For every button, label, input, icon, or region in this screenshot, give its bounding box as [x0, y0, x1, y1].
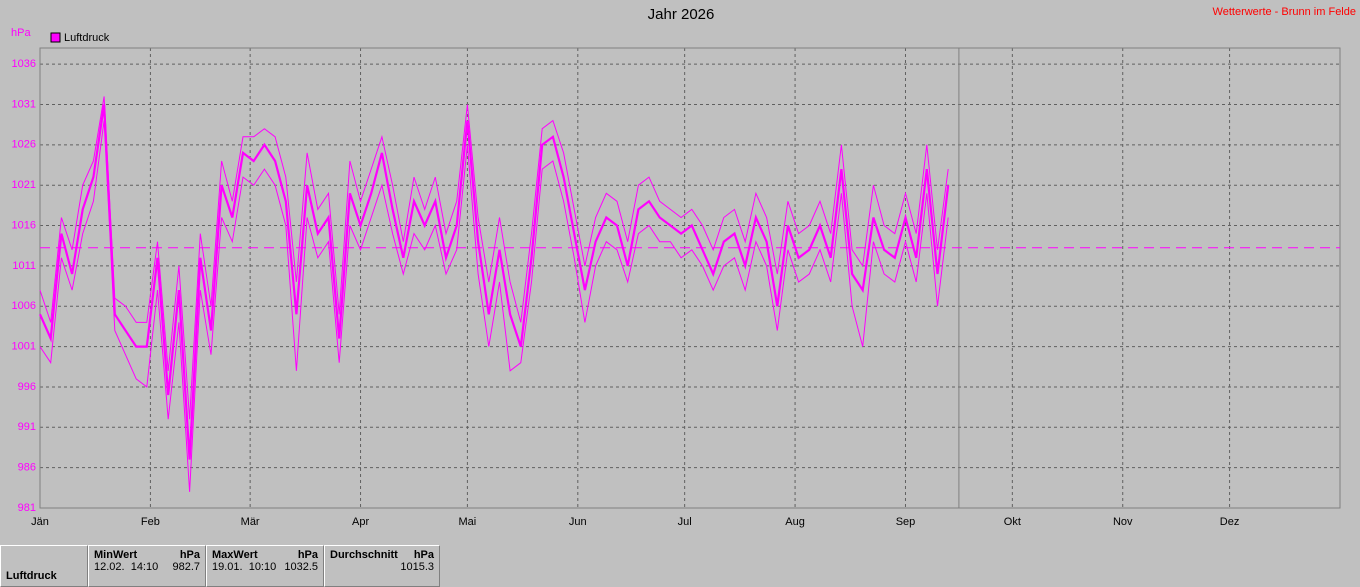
stats-avg: Durchschnitt hPa 1015.3 [324, 545, 440, 587]
y-tick-label: 1011 [12, 260, 36, 272]
unit: hPa [297, 549, 318, 561]
y-tick-label: 986 [18, 462, 36, 474]
y-tick-label: 1031 [12, 98, 36, 110]
max-value: 1032.5 [284, 561, 318, 573]
y-tick-label: 981 [18, 502, 36, 514]
unit: hPa [179, 549, 200, 561]
min-header: MinWert [94, 549, 138, 561]
x-tick-label: Okt [1004, 516, 1021, 528]
y-tick-label: 1036 [12, 58, 36, 70]
y-tick-label: 996 [18, 381, 36, 393]
x-tick-label: Feb [141, 516, 160, 528]
y-unit: hPa [11, 27, 31, 39]
stats-series: Luftdruck [0, 545, 88, 587]
unit: hPa [413, 549, 434, 561]
y-tick-label: 1001 [12, 341, 36, 353]
x-tick-label: Aug [785, 516, 805, 528]
x-tick-label: Jän [31, 516, 49, 528]
stats-max: MaxWert hPa 19.01. 10:10 1032.5 [206, 545, 324, 587]
stats-table: Luftdruck MinWert hPa 12.02. 14:10 982.7 M… [0, 545, 440, 587]
series-line [38, 104, 950, 460]
chart-title: Jahr 2026 [648, 6, 715, 23]
avg-value: 1015.3 [400, 561, 434, 573]
stats-min: MinWert hPa 12.02. 14:10 982.7 [88, 545, 206, 587]
source: Wetterwerte - Brunn im Felde [1213, 6, 1356, 18]
max-time: 19.01. 10:10 [212, 561, 277, 573]
y-tick-label: 1006 [12, 300, 36, 312]
y-tick-label: 1016 [12, 219, 36, 231]
y-tick-label: 991 [18, 421, 36, 433]
series-line [39, 120, 949, 492]
legend-swatch [50, 32, 61, 43]
x-tick-label: Mär [241, 516, 260, 528]
chart: Jahr 2026 Wetterwerte - Brunn im Felde h… [11, 6, 1356, 528]
x-tick-label: Apr [352, 516, 369, 528]
legend-label: Luftdruck [64, 32, 110, 44]
min-time: 12.02. 14:10 [94, 561, 159, 573]
x-tick-label: Mai [459, 516, 477, 528]
y-tick-label: 1026 [12, 139, 36, 151]
plot-frame [39, 47, 1341, 509]
y-tick-label: 1021 [12, 179, 36, 191]
min-value: 982.7 [172, 561, 200, 573]
x-tick-label: Jun [569, 516, 587, 528]
x-tick-label: Sep [896, 516, 916, 528]
avg-header: Durchschnitt [330, 549, 398, 561]
x-tick-label: Nov [1113, 516, 1133, 528]
x-tick-label: Jul [678, 516, 692, 528]
x-tick-label: Dez [1220, 516, 1240, 528]
max-header: MaxWert [212, 549, 258, 561]
series-line [39, 96, 949, 420]
